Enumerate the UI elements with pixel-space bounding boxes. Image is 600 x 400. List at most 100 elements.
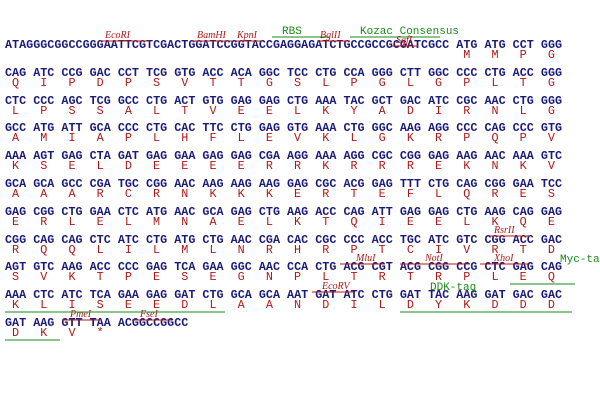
amino-acid: L <box>491 270 498 284</box>
amino-acid: K <box>322 104 330 118</box>
amino-acid: L <box>463 215 470 229</box>
enzyme-label: XhoI <box>493 253 514 264</box>
amino-acid: N <box>181 187 188 201</box>
amino-acid: R <box>266 159 273 173</box>
amino-acid: P <box>125 270 132 284</box>
enzyme-label: MluI <box>355 253 376 264</box>
amino-acid: T <box>379 243 386 257</box>
dna-sequence: CGG CAG CAG CTC ATC CTG ATG CTG AAC CGA … <box>5 233 562 247</box>
amino-acid: E <box>435 215 442 229</box>
amino-acid: D <box>407 104 414 118</box>
amino-acid: T <box>520 243 527 257</box>
amino-acid: E <box>209 159 216 173</box>
amino-acid: E <box>12 215 19 229</box>
amino-acid: K <box>491 215 499 229</box>
amino-acid: S <box>12 270 19 284</box>
amino-acid: E <box>68 159 75 173</box>
amino-acid: D <box>181 298 188 312</box>
amino-acid: E <box>97 215 104 229</box>
amino-acid: T <box>322 215 329 229</box>
amino-acid: N <box>266 270 273 284</box>
amino-acid: Q <box>40 243 47 257</box>
amino-acid: A <box>68 187 76 201</box>
amino-acid: I <box>68 298 75 312</box>
enzyme-label: BamHI <box>197 30 227 41</box>
amino-acid: G <box>379 131 386 145</box>
amino-acid: E <box>238 159 245 173</box>
amino-acid: V <box>294 131 301 145</box>
amino-acid: P <box>463 131 470 145</box>
amino-acid: V <box>181 76 188 90</box>
amino-acid: A <box>12 187 20 201</box>
amino-acid: L <box>209 243 216 257</box>
amino-acid: L <box>125 215 132 229</box>
amino-acid: Q <box>520 215 527 229</box>
amino-acid: P <box>463 270 470 284</box>
amino-acid: I <box>40 76 47 90</box>
amino-acid: L <box>379 298 386 312</box>
amino-acid: V <box>548 131 555 145</box>
amino-acid: E <box>153 159 160 173</box>
amino-acid: M <box>463 48 470 62</box>
amino-acid: L <box>153 243 160 257</box>
dna-sequence: CAG ATC CCG GAC CCT TCG GTG ACC ACA GGC … <box>5 66 562 80</box>
amino-acid: D <box>97 76 104 90</box>
amino-acid: D <box>520 298 527 312</box>
amino-acid: D <box>125 159 132 173</box>
amino-acid: S <box>97 298 104 312</box>
amino-acid: L <box>520 104 527 118</box>
amino-acid: T <box>181 104 188 118</box>
amino-acid: L <box>322 76 329 90</box>
amino-acid: L <box>238 131 245 145</box>
amino-acid: S <box>153 76 160 90</box>
amino-acid: P <box>520 131 527 145</box>
enzyme-label: SgfI <box>396 35 413 46</box>
amino-acid: A <box>209 215 217 229</box>
amino-acid: E <box>209 270 216 284</box>
amino-acid: L <box>407 76 414 90</box>
amino-acid: H <box>294 243 301 257</box>
amino-acid: E <box>266 131 273 145</box>
amino-acid: L <box>350 131 357 145</box>
amino-acid: * <box>97 326 104 340</box>
amino-acid: L <box>435 187 442 201</box>
tag-label: Myc-tag <box>560 254 600 266</box>
amino-acid: Q <box>491 131 498 145</box>
amino-acid: E <box>238 215 245 229</box>
amino-acid: S <box>97 104 104 118</box>
amino-acid: Q <box>68 243 75 257</box>
amino-acid: R <box>153 187 160 201</box>
amino-acid: F <box>209 131 216 145</box>
amino-acid: R <box>266 243 273 257</box>
amino-acid: G <box>266 76 273 90</box>
amino-acid: S <box>181 270 188 284</box>
amino-acid: N <box>181 215 188 229</box>
amino-acid: A <box>40 187 48 201</box>
amino-acid: K <box>294 215 302 229</box>
amino-acid: E <box>407 215 414 229</box>
amino-acid: M <box>491 48 498 62</box>
amino-acid: Y <box>350 104 357 118</box>
amino-acid: E <box>294 187 301 201</box>
amino-acid: A <box>238 298 246 312</box>
amino-acid: R <box>294 159 301 173</box>
amino-acid: P <box>463 76 470 90</box>
amino-acid: V <box>209 104 216 118</box>
amino-acid: E <box>520 270 527 284</box>
amino-acid: Q <box>463 187 470 201</box>
enzyme-label: EcoRI <box>104 30 131 41</box>
amino-acid: G <box>379 76 386 90</box>
dna-sequence: CTC CCC AGC TCG GCC CTG ACT GTG GAG GAG … <box>5 94 562 108</box>
amino-acid: C <box>407 243 414 257</box>
amino-acid: V <box>548 159 555 173</box>
amino-acid: N <box>491 159 498 173</box>
amino-acid: K <box>322 131 330 145</box>
amino-acid: T <box>97 270 104 284</box>
enzyme-label: PmeI <box>69 309 92 320</box>
amino-acid: S <box>548 187 555 201</box>
amino-acid: P <box>125 131 132 145</box>
amino-acid: K <box>12 298 20 312</box>
amino-acid: T <box>209 76 216 90</box>
amino-acid: H <box>181 131 188 145</box>
dna-sequence: ATAGGGCGGCCGGGAATTCGTCGACTGGATCCGGTACCGA… <box>5 38 562 52</box>
